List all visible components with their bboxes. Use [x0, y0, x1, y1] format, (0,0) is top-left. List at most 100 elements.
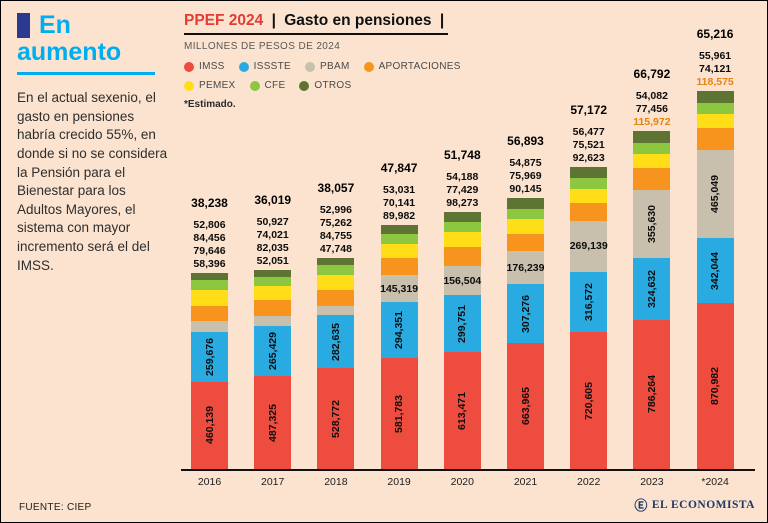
- legend-label: APORTACIONES: [378, 61, 461, 72]
- segment-aportaciones-2024: [696, 127, 734, 151]
- label-cfe-2019: 53,031: [383, 184, 416, 197]
- segment-issste-2019: 294,351: [380, 302, 418, 359]
- segment-aportaciones-2023: [633, 168, 671, 191]
- bar-2019: 145,319 294,351 581,783 47,847 53,031 70,141 8…: [380, 161, 418, 469]
- label-otros-2022: 57,172: [570, 103, 608, 118]
- segment-cfe-2017: [254, 276, 292, 287]
- above-bar-labels-2017: 36,019 50,927 74,021 82,035 52,051: [254, 193, 291, 268]
- segment-issste-2024: 342,044: [696, 238, 734, 304]
- legend-item-otros: OTROS: [299, 80, 351, 91]
- label-cfe-2022: 56,477: [572, 126, 605, 139]
- segment-value-label: 307,276: [519, 294, 532, 333]
- segment-imss-2018: 528,772: [317, 368, 355, 469]
- segment-otros-2016: [191, 272, 228, 280]
- label-otros-2024: 65,216: [696, 26, 734, 41]
- segment-value-label: 324,632: [645, 269, 658, 308]
- segment-aportaciones-2019: [380, 257, 418, 275]
- segment-cfe-2021: [507, 208, 544, 220]
- segment-cfe-2022: [570, 178, 608, 189]
- legend-dot-icon: [184, 61, 194, 72]
- legend-label: CFE: [264, 80, 286, 91]
- label-aportaciones-2023: 115,972: [633, 115, 671, 128]
- chart-subtitle: MILLONES DE PESOS DE 2024: [184, 41, 341, 52]
- segment-imss-2024: 870,982: [696, 303, 734, 469]
- segment-aportaciones-2022: [570, 203, 608, 221]
- legend-item-pemex: PEMEX: [184, 80, 236, 91]
- label-pbam-2017: 52,051: [256, 254, 289, 267]
- bar-2023: 355,630 324,632 786,264 66,792 54,082 77,456 1…: [633, 67, 671, 469]
- segment-value-label: 265,429: [266, 332, 279, 371]
- label-aportaciones-2022: 92,623: [572, 152, 605, 165]
- page-title-word-2: aumento: [17, 37, 122, 66]
- segment-value-label: 487,325: [266, 403, 279, 442]
- segment-value-label: 528,772: [329, 399, 342, 438]
- legend-label: IMSS: [199, 61, 225, 72]
- label-cfe-2021: 54,875: [509, 157, 542, 170]
- segment-value-label: 259,676: [203, 337, 216, 376]
- above-bar-labels-2018: 38,057 52,996 75,262 84,755 47,748: [318, 181, 355, 256]
- segment-value-label: 294,351: [393, 311, 406, 350]
- label-aportaciones-2024: 118,575: [696, 75, 734, 88]
- legend-label: PEMEX: [199, 80, 236, 91]
- segment-pemex-2024: [696, 113, 734, 128]
- legend-label: OTROS: [314, 80, 352, 91]
- segment-pbam-2022: 269,139: [569, 220, 608, 272]
- bar-2017: 265,429 487,325 36,019 50,927 74,021 82,035 52…: [254, 193, 292, 469]
- label-cfe-2018: 52,996: [319, 204, 352, 217]
- legend-item-cfe: CFE: [249, 80, 286, 91]
- label-otros-2019: 47,847: [380, 161, 418, 176]
- segment-issste-2023: 324,632: [633, 257, 671, 320]
- chart-header: PPEF 2024 | Gasto en pensiones | MILLONE…: [184, 12, 544, 110]
- bar-2024: 465,049 342,044 870,982 65,216 55,961 74,121 1…: [696, 27, 734, 469]
- bar-2021: 176,239 307,276 663,965 56,893 54,875 75,969 9…: [507, 134, 544, 469]
- label-aportaciones-2017: 82,035: [256, 241, 289, 254]
- segment-otros-2018: [317, 258, 355, 266]
- chart-kicker: PPEF 2024: [184, 12, 264, 29]
- segment-issste-2020: 299,751: [443, 295, 481, 353]
- segment-value-label: 663,965: [519, 386, 532, 425]
- segment-pbam-2019: 145,319: [380, 274, 418, 303]
- year-label-2016: 2016: [197, 476, 222, 488]
- label-pemex-2019: 70,141: [383, 197, 416, 210]
- segment-imss-2022: 720,605: [570, 332, 608, 469]
- label-aportaciones-2019: 89,982: [383, 210, 416, 223]
- segment-issste-2016: 259,676: [191, 332, 228, 382]
- label-aportaciones-2016: 79,646: [193, 244, 226, 257]
- segment-issste-2018: 282,635: [317, 314, 355, 369]
- label-cfe-2016: 52,806: [193, 218, 226, 231]
- year-label-2023: 2023: [640, 476, 664, 488]
- segment-pemex-2017: [254, 286, 292, 301]
- year-label-2019: 2019: [387, 476, 411, 488]
- segment-value-label: 786,264: [645, 375, 658, 414]
- legend-item-issste: ISSSTE: [238, 61, 291, 72]
- label-cfe-2023: 54,082: [635, 89, 668, 102]
- segment-otros-2024: [696, 90, 734, 103]
- segment-imss-2019: 581,783: [380, 358, 418, 469]
- segment-aportaciones-2020: [443, 247, 481, 266]
- segment-issste-2017: 265,429: [254, 325, 292, 377]
- segment-pemex-2018: [317, 275, 355, 290]
- segment-value-label: 460,139: [203, 406, 216, 445]
- segment-value-label: 156,504: [443, 274, 482, 287]
- segment-value-label: 269,139: [569, 240, 608, 253]
- segment-value-label: 299,751: [456, 304, 469, 343]
- segment-cfe-2020: [443, 222, 481, 233]
- label-aportaciones-2021: 90,145: [509, 183, 542, 196]
- segment-cfe-2019: [380, 234, 418, 245]
- segment-pbam-2021: 176,239: [507, 250, 544, 285]
- segment-pbam-2020: 156,504: [443, 265, 482, 296]
- segment-pbam-2017: [254, 316, 292, 326]
- segment-value-label: 720,605: [582, 381, 595, 420]
- label-cfe-2020: 54,188: [446, 171, 479, 184]
- brand-logo: Ⓔ EL ECONOMISTA: [634, 495, 755, 514]
- year-label-2024: *2024: [701, 476, 729, 488]
- label-pemex-2017: 74,021: [256, 228, 289, 241]
- label-otros-2017: 36,019: [254, 192, 292, 207]
- segment-imss-2016: 460,139: [191, 381, 228, 469]
- segment-value-label: 581,783: [393, 394, 406, 433]
- brand-e-icon: Ⓔ: [634, 498, 648, 513]
- above-bar-labels-2024: 65,216 55,961 74,121 118,575: [696, 27, 733, 89]
- year-label-2020: 2020: [450, 476, 474, 488]
- segment-value-label: 613,471: [456, 391, 469, 430]
